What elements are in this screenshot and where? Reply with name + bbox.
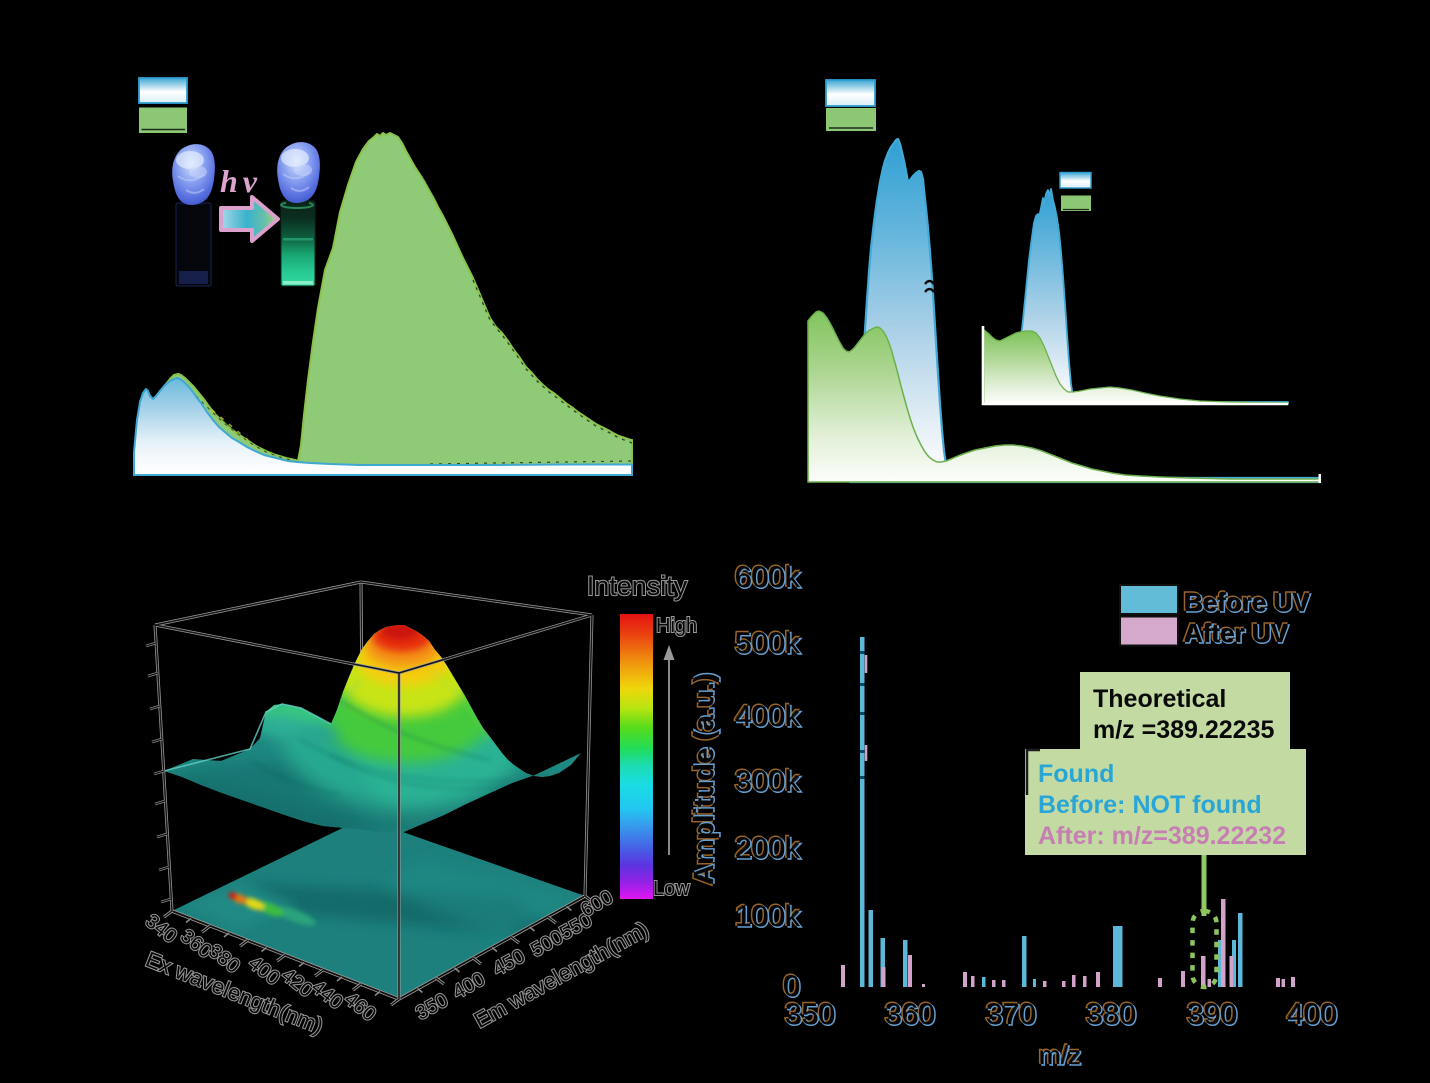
svg-text:390: 390 — [1188, 999, 1238, 1032]
svg-text:m/z: m/z — [1040, 1041, 1082, 1071]
svg-text:Low: Low — [653, 878, 690, 900]
svg-text:370: 370 — [987, 999, 1037, 1032]
svg-text:m/z =389.22235: m/z =389.22235 — [1093, 716, 1274, 744]
svg-text:After UV: After UV — [1184, 618, 1289, 648]
svg-text:390: 390 — [1186, 997, 1236, 1030]
svg-text:500k: 500k — [734, 626, 800, 659]
svg-text:380: 380 — [1087, 999, 1137, 1032]
svg-text:350: 350 — [785, 998, 835, 1031]
svg-text:100k: 100k — [734, 899, 800, 932]
svg-text:370: 370 — [986, 998, 1036, 1031]
svg-text:360: 360 — [885, 998, 935, 1031]
svg-text:350: 350 — [786, 999, 836, 1032]
svg-text:m/z: m/z — [1039, 1040, 1081, 1070]
svg-text:200k: 200k — [735, 832, 801, 865]
svg-text:380: 380 — [1086, 998, 1136, 1031]
svg-text:Before UV: Before UV — [1184, 587, 1310, 617]
svg-text:Found: Found — [1038, 760, 1114, 788]
svg-text:600k: 600k — [736, 562, 802, 595]
svg-text:0: 0 — [783, 970, 800, 1003]
svg-text:600k: 600k — [734, 560, 800, 593]
svg-text:Amplitude (a.u.): Amplitude (a.u.) — [689, 672, 720, 884]
svg-text:300k: 300k — [734, 764, 800, 797]
svg-text:380: 380 — [1085, 997, 1135, 1030]
svg-text:400k: 400k — [735, 700, 801, 733]
svg-text:400: 400 — [1287, 998, 1337, 1031]
svg-text:Amplitude (a.u.): Amplitude (a.u.) — [687, 674, 718, 886]
svg-text:370: 370 — [985, 997, 1035, 1030]
svg-text:500k: 500k — [735, 627, 801, 660]
svg-text:390: 390 — [1187, 998, 1237, 1031]
svg-text:200k: 200k — [736, 833, 802, 866]
svg-text:300k: 300k — [735, 765, 801, 798]
svg-text:360: 360 — [884, 997, 934, 1030]
svg-text:200k: 200k — [734, 831, 800, 864]
svg-text:0: 0 — [782, 969, 799, 1002]
svg-text:After: m/z=389.22232: After: m/z=389.22232 — [1038, 822, 1286, 850]
svg-text:100k: 100k — [735, 900, 801, 933]
svg-text:350: 350 — [784, 997, 834, 1030]
svg-text:400k: 400k — [734, 699, 800, 732]
svg-text:Before UV: Before UV — [1185, 588, 1311, 618]
svg-text:600k: 600k — [735, 561, 801, 594]
svg-text:400: 400 — [1286, 997, 1336, 1030]
svg-text:High: High — [656, 615, 697, 637]
svg-text:300k: 300k — [736, 766, 802, 799]
svg-text:Before UV: Before UV — [1183, 586, 1309, 616]
svg-text:0: 0 — [785, 971, 802, 1004]
svg-text:After UV: After UV — [1183, 617, 1288, 647]
svg-text:Amplitude (a.u.): Amplitude (a.u.) — [688, 673, 719, 885]
svg-text:m/z: m/z — [1038, 1039, 1080, 1069]
svg-text:Intensity: Intensity — [587, 571, 688, 601]
svg-text:500k: 500k — [736, 628, 802, 661]
svg-text:400k: 400k — [736, 701, 802, 734]
svg-text:400: 400 — [1288, 999, 1338, 1032]
svg-text:After UV: After UV — [1185, 619, 1290, 649]
svg-text:Before: NOT found: Before: NOT found — [1038, 791, 1262, 819]
svg-text:360: 360 — [886, 999, 936, 1032]
svg-text:100k: 100k — [736, 901, 802, 934]
svg-text:Theoretical: Theoretical — [1093, 685, 1226, 713]
